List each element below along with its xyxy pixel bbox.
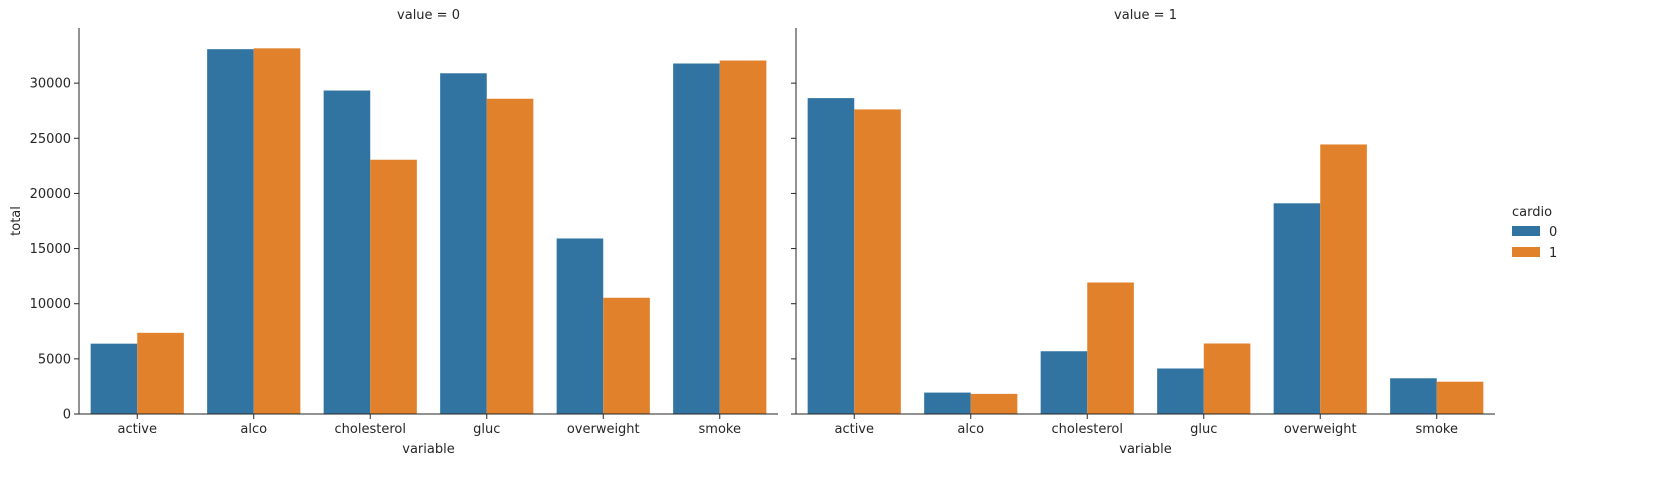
bar-overweight-cardio-0 bbox=[556, 238, 604, 414]
bar-alco-cardio-1 bbox=[970, 393, 1018, 414]
y-tick-label: 25000 bbox=[30, 132, 71, 147]
bar-smoke-cardio-1 bbox=[1436, 381, 1484, 414]
bar-cholesterol-cardio-1 bbox=[1087, 282, 1134, 414]
bar-alco-cardio-0 bbox=[924, 392, 971, 414]
x-tick-label: active bbox=[834, 422, 874, 437]
x-tick-label: alco bbox=[957, 422, 984, 437]
y-tick-label: 15000 bbox=[30, 242, 71, 257]
bar-smoke-cardio-0 bbox=[1390, 378, 1437, 414]
legend-label-0: 0 bbox=[1549, 225, 1557, 240]
bar-smoke-cardio-0 bbox=[673, 63, 720, 414]
bar-active-cardio-1 bbox=[137, 332, 184, 414]
panel-title: value = 1 bbox=[1114, 8, 1177, 23]
bar-cholesterol-cardio-1 bbox=[370, 159, 417, 414]
y-tick-label: 20000 bbox=[30, 187, 71, 202]
bar-active-cardio-1 bbox=[854, 109, 901, 414]
x-tick-label: gluc bbox=[1190, 422, 1217, 437]
bar-alco-cardio-1 bbox=[253, 48, 301, 415]
bar-smoke-cardio-1 bbox=[719, 60, 767, 414]
x-axis-title: variable bbox=[402, 442, 454, 457]
legend-swatch-0 bbox=[1512, 226, 1540, 236]
x-tick-label: overweight bbox=[1284, 422, 1357, 437]
y-tick-label: 0 bbox=[63, 408, 71, 423]
panel-title: value = 0 bbox=[397, 8, 460, 23]
bar-overweight-cardio-1 bbox=[1320, 144, 1367, 414]
y-tick-label: 30000 bbox=[30, 77, 71, 92]
bar-gluc-cardio-0 bbox=[1157, 368, 1204, 414]
x-axis-title: variable bbox=[1119, 442, 1171, 457]
x-tick-label: smoke bbox=[1416, 422, 1458, 437]
bar-cholesterol-cardio-0 bbox=[1040, 351, 1088, 414]
x-tick-label: smoke bbox=[699, 422, 741, 437]
x-tick-label: gluc bbox=[473, 422, 500, 437]
bar-gluc-cardio-1 bbox=[1203, 343, 1251, 414]
legend-label-1: 1 bbox=[1549, 246, 1557, 261]
x-tick-label: overweight bbox=[567, 422, 640, 437]
bar-active-cardio-0 bbox=[90, 343, 138, 414]
bar-cholesterol-cardio-0 bbox=[323, 90, 371, 414]
bar-gluc-cardio-0 bbox=[440, 73, 487, 414]
y-tick-label: 5000 bbox=[38, 352, 71, 367]
x-tick-label: cholesterol bbox=[335, 422, 406, 437]
legend-title: cardio bbox=[1512, 205, 1552, 220]
bar-overweight-cardio-1 bbox=[603, 297, 650, 414]
bar-alco-cardio-0 bbox=[207, 49, 254, 415]
x-tick-label: active bbox=[117, 422, 157, 437]
x-tick-label: alco bbox=[240, 422, 267, 437]
bar-overweight-cardio-0 bbox=[1273, 203, 1321, 414]
legend-swatch-1 bbox=[1512, 247, 1540, 257]
y-tick-label: 10000 bbox=[30, 297, 71, 312]
y-axis-title: total bbox=[9, 206, 24, 236]
bar-gluc-cardio-1 bbox=[486, 98, 534, 414]
x-tick-label: cholesterol bbox=[1052, 422, 1123, 437]
bar-active-cardio-0 bbox=[807, 98, 855, 415]
